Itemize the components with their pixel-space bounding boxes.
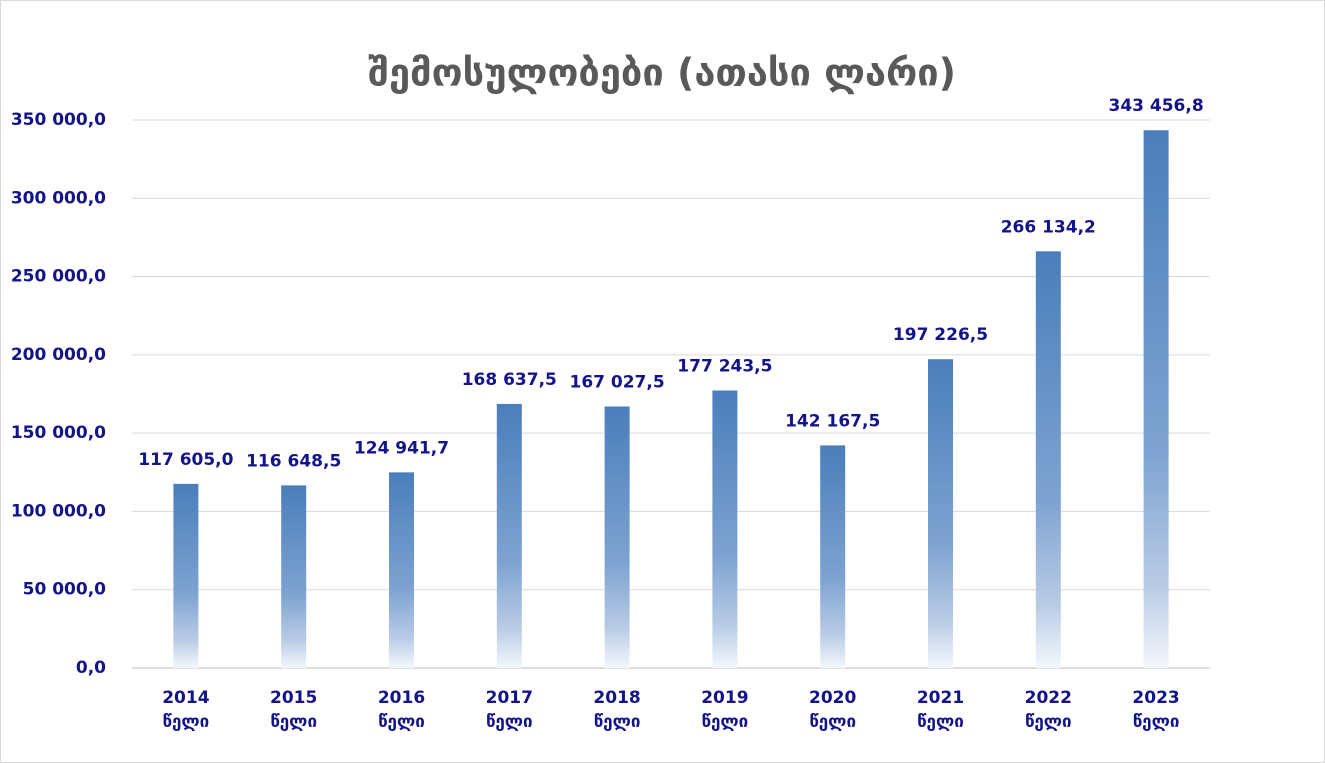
bar <box>496 403 522 668</box>
bar <box>1035 251 1061 668</box>
bar <box>1143 130 1169 669</box>
data-label: 124 941,7 <box>354 438 449 458</box>
data-label: 266 134,2 <box>1001 217 1096 237</box>
y-tick-label: 250 000,0 <box>11 267 106 287</box>
bar <box>173 483 199 668</box>
x-tick-label: 2015 წელი <box>270 688 318 732</box>
x-tick-label: 2018 წელი <box>593 688 641 732</box>
data-label: 177 243,5 <box>677 356 772 376</box>
data-label: 116 648,5 <box>246 451 341 471</box>
x-tick-label: 2021 წელი <box>916 688 965 732</box>
y-tick-label: 0,0 <box>76 658 106 678</box>
data-label: 343 456,8 <box>1109 96 1204 116</box>
y-tick-label: 50 000,0 <box>23 580 107 600</box>
bar <box>820 445 846 668</box>
x-tick-label: 2022 წელი <box>1024 688 1072 732</box>
chart-title: შემოსულობები (ათასი ლარი) <box>368 51 956 95</box>
y-tick-label: 100 000,0 <box>11 501 106 521</box>
y-tick-label: 150 000,0 <box>11 423 106 443</box>
x-tick-label: 2020 წელი <box>809 688 857 732</box>
x-tick-label: 2019 წელი <box>701 688 749 732</box>
y-tick-label: 300 000,0 <box>11 188 106 208</box>
bar <box>604 406 630 668</box>
x-tick-label: 2014 წელი <box>162 688 210 732</box>
y-tick-label: 200 000,0 <box>11 345 106 365</box>
data-label: 142 167,5 <box>785 411 880 431</box>
x-tick-label: 2016 წელი <box>377 688 426 732</box>
x-tick-label: 2017 წელი <box>485 688 533 732</box>
data-label: 168 637,5 <box>462 370 557 390</box>
y-tick-label: 350 000,0 <box>11 110 106 130</box>
bar <box>389 472 414 668</box>
bar <box>928 359 953 668</box>
data-label: 197 226,5 <box>893 325 988 345</box>
bar <box>712 390 738 668</box>
data-label: 117 605,0 <box>138 450 233 470</box>
bar <box>281 485 307 668</box>
x-tick-label: 2023 წელი <box>1132 688 1180 732</box>
data-label: 167 027,5 <box>570 372 665 392</box>
